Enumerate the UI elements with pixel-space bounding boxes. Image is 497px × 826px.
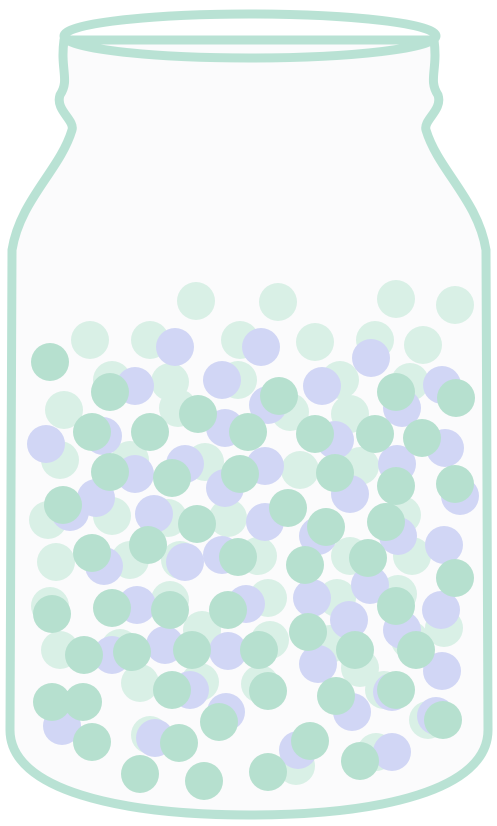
marble-lavender	[27, 425, 65, 463]
marble-green	[296, 415, 334, 453]
marble-green	[113, 633, 151, 671]
marble-green	[91, 453, 129, 491]
marble-green	[229, 413, 267, 451]
marble-green	[73, 413, 111, 451]
marble-green	[286, 546, 324, 584]
marble-lavender	[425, 526, 463, 564]
marble-green	[160, 724, 198, 762]
marble-green	[44, 486, 82, 524]
marble-green	[436, 465, 474, 503]
marble-lavender	[293, 579, 331, 617]
marble-green	[221, 455, 259, 493]
marble-green	[153, 671, 191, 709]
marble-lavender	[423, 652, 461, 690]
marble-green	[178, 505, 216, 543]
marble-lavender	[156, 328, 194, 366]
marble-lavender	[203, 361, 241, 399]
marble-green	[33, 595, 71, 633]
marble-green	[31, 343, 69, 381]
marble-green-light	[177, 282, 215, 320]
marble-green	[377, 373, 415, 411]
marble-green	[73, 723, 111, 761]
marble-green	[200, 703, 238, 741]
marble-green	[73, 534, 111, 572]
marble-lavender	[330, 601, 368, 639]
marble-green	[269, 489, 307, 527]
marble-lavender	[422, 591, 460, 629]
marble-green	[367, 503, 405, 541]
marble-green	[349, 539, 387, 577]
marble-green	[377, 587, 415, 625]
marble-lavender	[351, 566, 389, 604]
marble-green	[240, 631, 278, 669]
marble-green	[153, 459, 191, 497]
marble-green	[316, 454, 354, 492]
marble-green	[341, 742, 379, 780]
marble-lavender	[166, 543, 204, 581]
marble-green	[131, 413, 169, 451]
marble-green-light	[377, 280, 415, 318]
marble-lavender	[303, 367, 341, 405]
marble-green	[424, 701, 462, 739]
jar-rim	[59, 9, 441, 63]
marble-green	[249, 672, 287, 710]
marble-green	[91, 373, 129, 411]
marble-green	[437, 379, 475, 417]
marble-green-light	[281, 451, 319, 489]
marble-green-light	[404, 326, 442, 364]
marble-green	[307, 508, 345, 546]
marble-green	[129, 526, 167, 564]
marble-green-light	[71, 321, 109, 359]
marble-lavender	[352, 339, 390, 377]
marble-green	[179, 395, 217, 433]
marble-green-light	[259, 283, 297, 321]
marble-green-light	[209, 499, 247, 537]
marbles-group	[27, 280, 479, 800]
marble-green	[151, 591, 189, 629]
marble-green	[403, 419, 441, 457]
marble-green	[260, 377, 298, 415]
marble-green	[291, 722, 329, 760]
marble-green	[377, 467, 415, 505]
marble-green	[121, 755, 159, 793]
marble-green-light	[296, 323, 334, 361]
marble-lavender	[373, 733, 411, 771]
marble-green-light	[121, 664, 159, 702]
marble-green	[317, 677, 355, 715]
marble-green	[33, 683, 71, 721]
marble-green-light	[45, 391, 83, 429]
marble-green	[93, 589, 131, 627]
marble-green	[436, 559, 474, 597]
marble-green	[336, 631, 374, 669]
marble-green	[185, 762, 223, 800]
marble-green-light	[37, 543, 75, 581]
marble-green	[249, 753, 287, 791]
marble-green	[173, 631, 211, 669]
marble-green	[397, 631, 435, 669]
marble-lavender	[299, 645, 337, 683]
marble-green	[209, 591, 247, 629]
marble-green	[289, 613, 327, 651]
marble-green	[64, 683, 102, 721]
marble-green	[219, 538, 257, 576]
marble-lavender	[135, 495, 173, 533]
marble-green	[65, 636, 103, 674]
marble-green	[356, 415, 394, 453]
marble-lavender	[209, 632, 247, 670]
marble-green-light	[436, 286, 474, 324]
marble-green	[377, 671, 415, 709]
marble-lavender	[242, 328, 280, 366]
